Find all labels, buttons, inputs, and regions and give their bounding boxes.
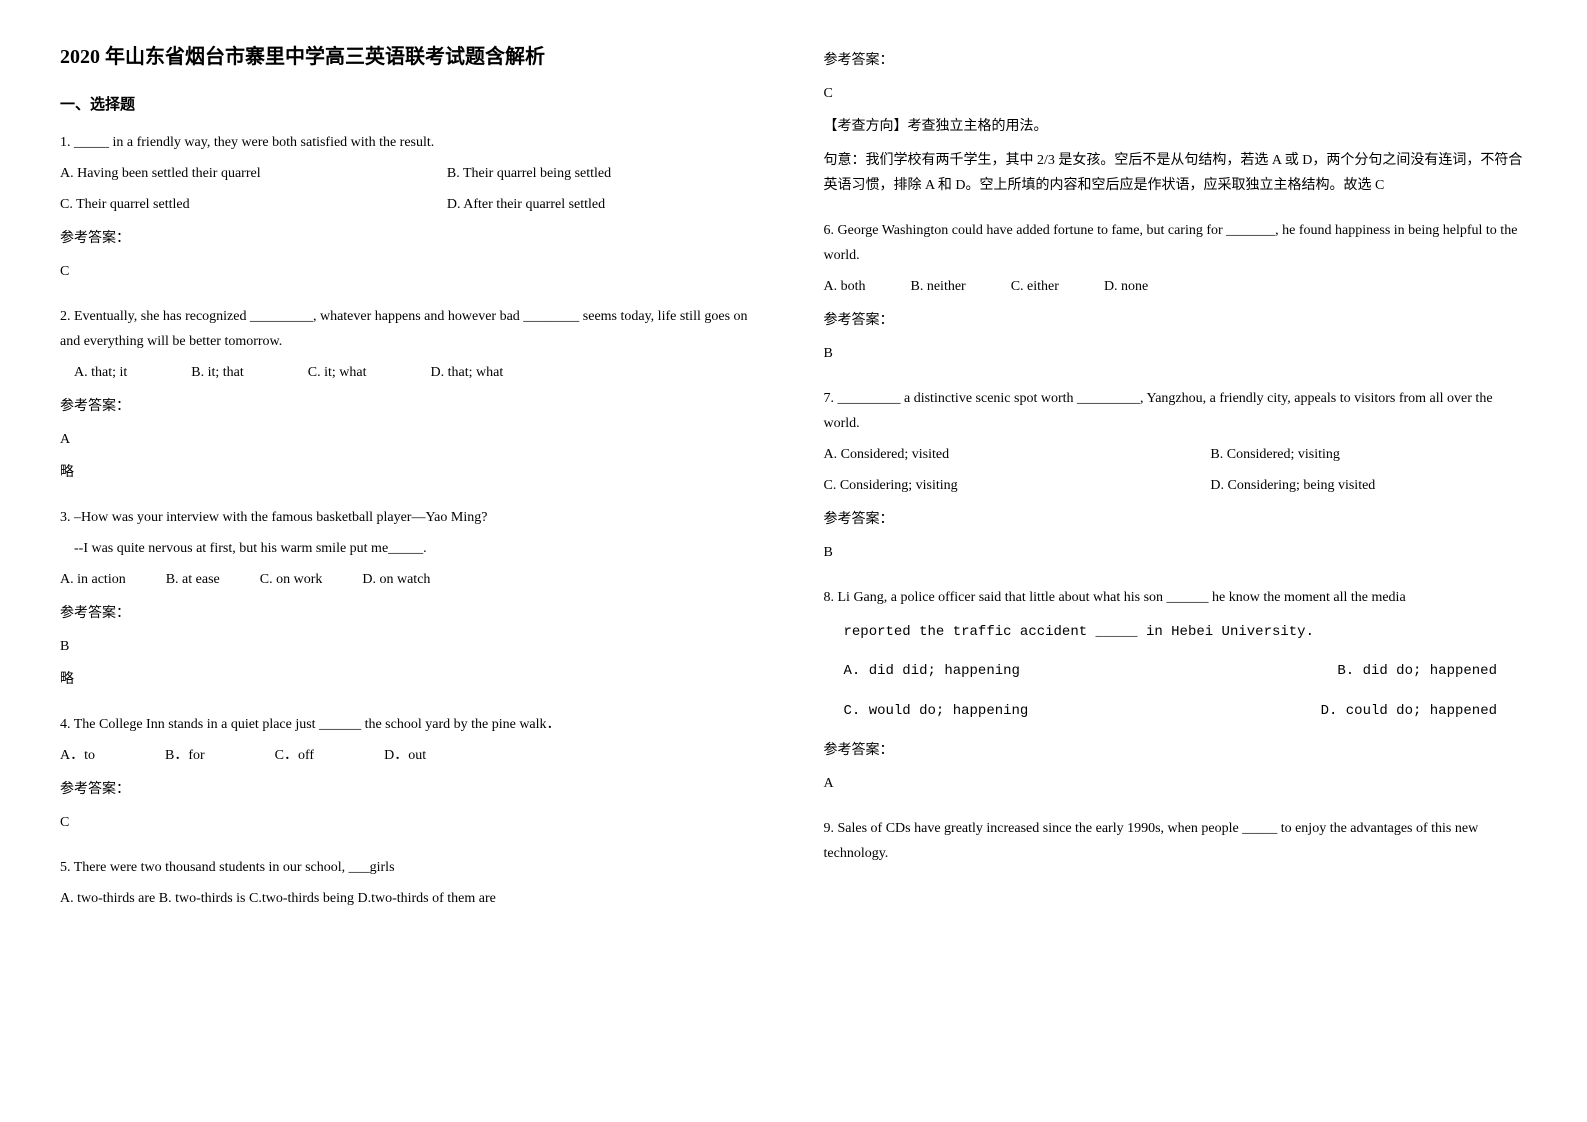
section-header: 一、选择题 bbox=[60, 93, 764, 114]
option-a: A. did did; happening bbox=[844, 659, 1020, 684]
option-a: A. that; it bbox=[60, 360, 127, 385]
option-a: A．to bbox=[60, 743, 95, 768]
option-a: A. Having been settled their quarrel bbox=[60, 161, 447, 186]
option-b: B．for bbox=[165, 743, 205, 768]
question-7: 7. _________ a distinctive scenic spot w… bbox=[824, 386, 1528, 565]
option-c: C. on work bbox=[260, 567, 323, 592]
answer-value: C bbox=[824, 81, 1528, 106]
option-b: B. did do; happened bbox=[1337, 659, 1497, 684]
question-8: 8. Li Gang, a police officer said that l… bbox=[824, 585, 1528, 796]
option-d: D. on watch bbox=[362, 567, 430, 592]
answer-label: 参考答案： bbox=[824, 738, 1528, 763]
question-text-2: --I was quite nervous at first, but his … bbox=[60, 536, 764, 561]
options-row: A. in action B. at ease C. on work D. on… bbox=[60, 567, 764, 592]
question-text-2: reported the traffic accident _____ in H… bbox=[824, 620, 1528, 645]
answer-value: C bbox=[60, 810, 764, 835]
question-1: 1. _____ in a friendly way, they were bo… bbox=[60, 130, 764, 284]
option-c: C. would do; happening bbox=[844, 699, 1029, 724]
options-row: C. Their quarrel settled D. After their … bbox=[60, 192, 764, 217]
answer-label: 参考答案： bbox=[60, 777, 764, 802]
left-column: 2020 年山东省烟台市寨里中学高三英语联考试题含解析 一、选择题 1. ___… bbox=[60, 40, 764, 917]
answer-value: B bbox=[824, 540, 1528, 565]
option-a: A. in action bbox=[60, 567, 126, 592]
question-2: 2. Eventually, she has recognized ______… bbox=[60, 304, 764, 485]
question-4: 4. The College Inn stands in a quiet pla… bbox=[60, 712, 764, 835]
explain-content: 句意：我们学校有两千学生，其中 2/3 是女孩。空后不是从句结构，若选 A 或 … bbox=[824, 148, 1528, 198]
option-b: B. it; that bbox=[177, 360, 244, 385]
options-row: A. did did; happening B. did do; happene… bbox=[824, 659, 1528, 684]
option-d: D. Considering; being visited bbox=[1210, 473, 1527, 498]
option-c: C．off bbox=[275, 743, 314, 768]
option-d: D. could do; happened bbox=[1321, 699, 1497, 724]
question-6: 6. George Washington could have added fo… bbox=[824, 218, 1528, 366]
answer-label: 参考答案： bbox=[60, 394, 764, 419]
question-text: 7. _________ a distinctive scenic spot w… bbox=[824, 386, 1528, 436]
answer-value: C bbox=[60, 259, 764, 284]
option-c: C. either bbox=[1011, 274, 1059, 299]
question-3: 3. –How was your interview with the famo… bbox=[60, 505, 764, 692]
option-d: D. none bbox=[1104, 274, 1148, 299]
question-text: 3. –How was your interview with the famo… bbox=[60, 505, 764, 530]
answer-value: A bbox=[824, 771, 1528, 796]
option-c: C. it; what bbox=[294, 360, 367, 385]
answer-value: B bbox=[824, 341, 1528, 366]
answer-label: 参考答案： bbox=[60, 226, 764, 251]
options-row: A. Considered; visited B. Considered; vi… bbox=[824, 442, 1528, 467]
note-omit: 略 bbox=[60, 667, 764, 692]
question-text: 1. _____ in a friendly way, they were bo… bbox=[60, 130, 764, 155]
question-9: 9. Sales of CDs have greatly increased s… bbox=[824, 816, 1528, 866]
answer-value: A bbox=[60, 427, 764, 452]
note-omit: 略 bbox=[60, 460, 764, 485]
options-row: A. that; it B. it; that C. it; what D. t… bbox=[60, 360, 764, 385]
right-column: 参考答案： C 【考查方向】考查独立主格的用法。 句意：我们学校有两千学生，其中… bbox=[824, 40, 1528, 917]
question-text: 8. Li Gang, a police officer said that l… bbox=[824, 585, 1528, 610]
question-options: A. two-thirds are B. two-thirds is C.two… bbox=[60, 886, 764, 911]
options-row: A. both B. neither C. either D. none bbox=[824, 274, 1528, 299]
option-b: B. Considered; visiting bbox=[1210, 442, 1527, 467]
page-container: 2020 年山东省烟台市寨里中学高三英语联考试题含解析 一、选择题 1. ___… bbox=[60, 40, 1527, 917]
option-a: A. Considered; visited bbox=[824, 442, 1211, 467]
option-d: D. that; what bbox=[417, 360, 504, 385]
answer-value: B bbox=[60, 634, 764, 659]
question-5-continued: 参考答案： C 【考查方向】考查独立主格的用法。 句意：我们学校有两千学生，其中… bbox=[824, 48, 1528, 198]
option-c: C. Considering; visiting bbox=[824, 473, 1211, 498]
option-b: B. at ease bbox=[166, 567, 220, 592]
question-text: 9. Sales of CDs have greatly increased s… bbox=[824, 816, 1528, 866]
option-a: A. both bbox=[824, 274, 866, 299]
answer-label: 参考答案： bbox=[60, 601, 764, 626]
option-d: D. After their quarrel settled bbox=[447, 192, 764, 217]
options-row: C. would do; happening D. could do; happ… bbox=[824, 699, 1528, 724]
answer-label: 参考答案： bbox=[824, 507, 1528, 532]
options-row: A. Having been settled their quarrel B. … bbox=[60, 161, 764, 186]
answer-label: 参考答案： bbox=[824, 308, 1528, 333]
question-text: 4. The College Inn stands in a quiet pla… bbox=[60, 712, 764, 737]
question-text: 2. Eventually, she has recognized ______… bbox=[60, 304, 764, 354]
document-title: 2020 年山东省烟台市寨里中学高三英语联考试题含解析 bbox=[60, 40, 764, 69]
option-b: B. Their quarrel being settled bbox=[447, 161, 764, 186]
question-text: 6. George Washington could have added fo… bbox=[824, 218, 1528, 268]
option-d: D．out bbox=[384, 743, 426, 768]
options-row: C. Considering; visiting D. Considering;… bbox=[824, 473, 1528, 498]
options-row: A．to B．for C．off D．out bbox=[60, 743, 764, 768]
question-5: 5. There were two thousand students in o… bbox=[60, 855, 764, 911]
option-c: C. Their quarrel settled bbox=[60, 192, 447, 217]
option-b: B. neither bbox=[911, 274, 966, 299]
question-text: 5. There were two thousand students in o… bbox=[60, 855, 764, 880]
answer-label: 参考答案： bbox=[824, 48, 1528, 73]
explain-direction: 【考查方向】考查独立主格的用法。 bbox=[824, 114, 1528, 139]
